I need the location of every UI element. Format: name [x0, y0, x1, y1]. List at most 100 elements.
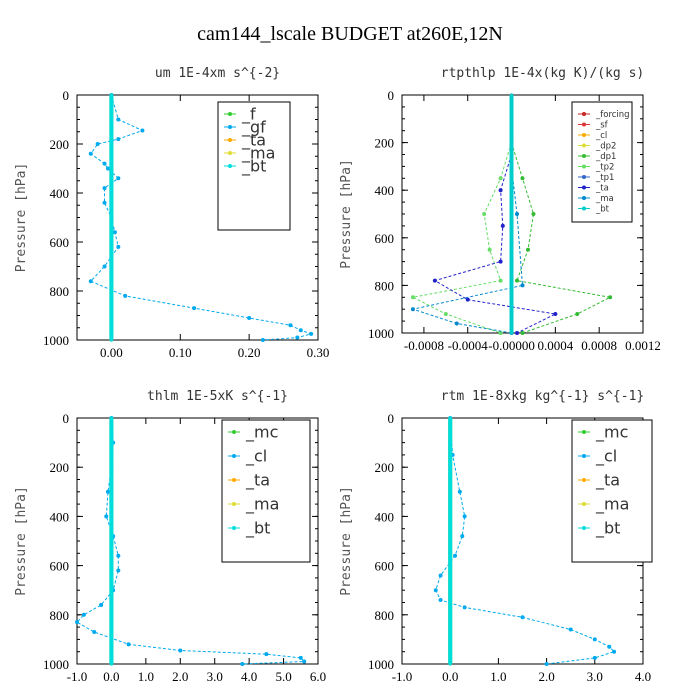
- series-point-ta: [515, 331, 520, 335]
- x-tick-label: 4.0: [241, 669, 257, 684]
- y-tick-label: 0: [388, 88, 395, 103]
- series-point-gf: [102, 200, 107, 205]
- y-tick-label: 200: [50, 460, 70, 475]
- legend-label: _mc: [245, 423, 278, 443]
- y-tick-label: 800: [50, 608, 70, 623]
- legend-marker: [582, 454, 586, 458]
- y-tick-label: 0: [63, 88, 70, 103]
- legend-marker: [582, 122, 586, 127]
- x-tick-label: 3.0: [207, 669, 223, 684]
- y-tick-label: 800: [50, 284, 70, 299]
- series-point-bt: [448, 613, 452, 617]
- legend-label: _cl: [595, 447, 617, 467]
- series-point-tp2: [443, 311, 448, 316]
- y-tick-label: 800: [375, 278, 395, 293]
- series-point-ta: [500, 223, 505, 228]
- series-point-cl: [264, 652, 269, 657]
- series-point-bt: [448, 465, 452, 469]
- x-tick-label: 2.0: [172, 669, 188, 684]
- y-tick-label: 200: [50, 137, 70, 152]
- legend-marker: [232, 454, 236, 458]
- legend-label: _mc: [595, 423, 628, 443]
- legend-label: _f: [241, 105, 256, 125]
- legend-label: _bt: [241, 157, 266, 177]
- legend-label: _ta: [595, 471, 620, 491]
- legend-marker: [582, 478, 586, 482]
- y-tick-label: 600: [375, 231, 395, 246]
- legend-marker: [582, 430, 586, 434]
- series-point-cl: [438, 598, 443, 603]
- series-point-gf: [140, 128, 145, 133]
- legend-marker: [582, 143, 586, 148]
- legend-label: _ta: [245, 471, 270, 491]
- series-point-gf: [247, 315, 252, 320]
- legend-label: _ta: [595, 183, 609, 193]
- x-tick-label: -1.0: [392, 669, 413, 684]
- series-point-bt: [448, 514, 452, 519]
- series-point-dp1: [525, 247, 530, 252]
- x-tick-label: 3.0: [587, 669, 603, 684]
- series-point-dp1: [515, 278, 520, 283]
- series-point-cl: [99, 602, 104, 607]
- y-axis-label: Pressure [hPa]: [14, 163, 29, 273]
- y-tick-label: 200: [375, 460, 395, 475]
- panel-title: rtpthlp 1E-4x(kg K)/(kg s): [441, 66, 645, 81]
- legend-label: _bt: [245, 519, 270, 539]
- x-tick-label: 0.10: [169, 345, 192, 360]
- legend-marker: [582, 133, 586, 137]
- legend-label: _ma: [595, 194, 614, 204]
- legend-marker: [582, 206, 586, 211]
- y-tick-label: 600: [50, 235, 70, 250]
- series-point-cl: [302, 659, 307, 664]
- legend-label: _cl: [245, 447, 267, 467]
- series-point-dp1: [531, 212, 536, 216]
- series-point-cl: [592, 655, 597, 660]
- series-point-cl: [453, 553, 458, 558]
- series-point-bt: [109, 465, 114, 469]
- series-point-cl: [116, 568, 121, 573]
- series-point-gf: [88, 279, 93, 284]
- series-point-gf: [298, 328, 303, 333]
- series-point-ta: [498, 188, 503, 193]
- y-tick-label: 1000: [43, 333, 69, 348]
- series-point-gf: [95, 142, 100, 146]
- legend-marker: [582, 112, 586, 116]
- legend-label: _bt: [595, 204, 610, 214]
- x-tick-label: 4.0: [635, 669, 651, 684]
- legend-label: _ta: [241, 131, 266, 151]
- series-point-ta: [553, 311, 558, 316]
- x-tick-label: -0.00000: [488, 338, 535, 353]
- x-tick-label: 0.00: [100, 345, 123, 360]
- series-point-cl: [462, 514, 467, 519]
- series-point-ta: [432, 278, 437, 283]
- y-tick-label: 1000: [368, 657, 394, 672]
- chart-panel-1: um 1E-4xm s^{-2} Pressure [hPa] 0 200 400 600…: [14, 66, 329, 360]
- legend-marker: [228, 164, 232, 168]
- series-point-bt: [509, 188, 514, 192]
- series-point-gf: [123, 293, 128, 298]
- series-point-bt: [109, 514, 114, 519]
- series-point-tp2: [482, 212, 487, 216]
- series-point-gf: [105, 166, 110, 171]
- y-tick-label: 400: [375, 183, 395, 198]
- chart-panel-4: rtm 1E-8xkg kg^{-1} s^{-1} Pressure [hPa]…: [339, 389, 653, 684]
- series-point-cl: [104, 514, 109, 519]
- y-tick-label: 0: [63, 411, 70, 426]
- series-point-bt: [109, 240, 114, 244]
- legend-label: _ma: [241, 144, 275, 164]
- series-point-dp1: [608, 295, 613, 300]
- x-tick-label: -1.0: [67, 669, 88, 684]
- panel-title: um 1E-4xm s^{-2}: [155, 66, 280, 81]
- series-point-bt: [109, 191, 114, 195]
- series-point-ma: [454, 321, 459, 326]
- y-tick-label: 400: [50, 186, 70, 201]
- series-point-dp1: [520, 331, 525, 335]
- chart-panel-3: thlm 1E-5xK s^{-1} Pressure [hPa] 0 200 400 6…: [14, 389, 326, 684]
- x-tick-label: -0.0004: [448, 338, 489, 353]
- series-point-dp1: [520, 176, 525, 181]
- series-point-ma: [515, 212, 520, 216]
- series-point-gf: [116, 244, 121, 249]
- series-point-bt: [448, 416, 452, 420]
- series-line-ta: [433, 154, 558, 334]
